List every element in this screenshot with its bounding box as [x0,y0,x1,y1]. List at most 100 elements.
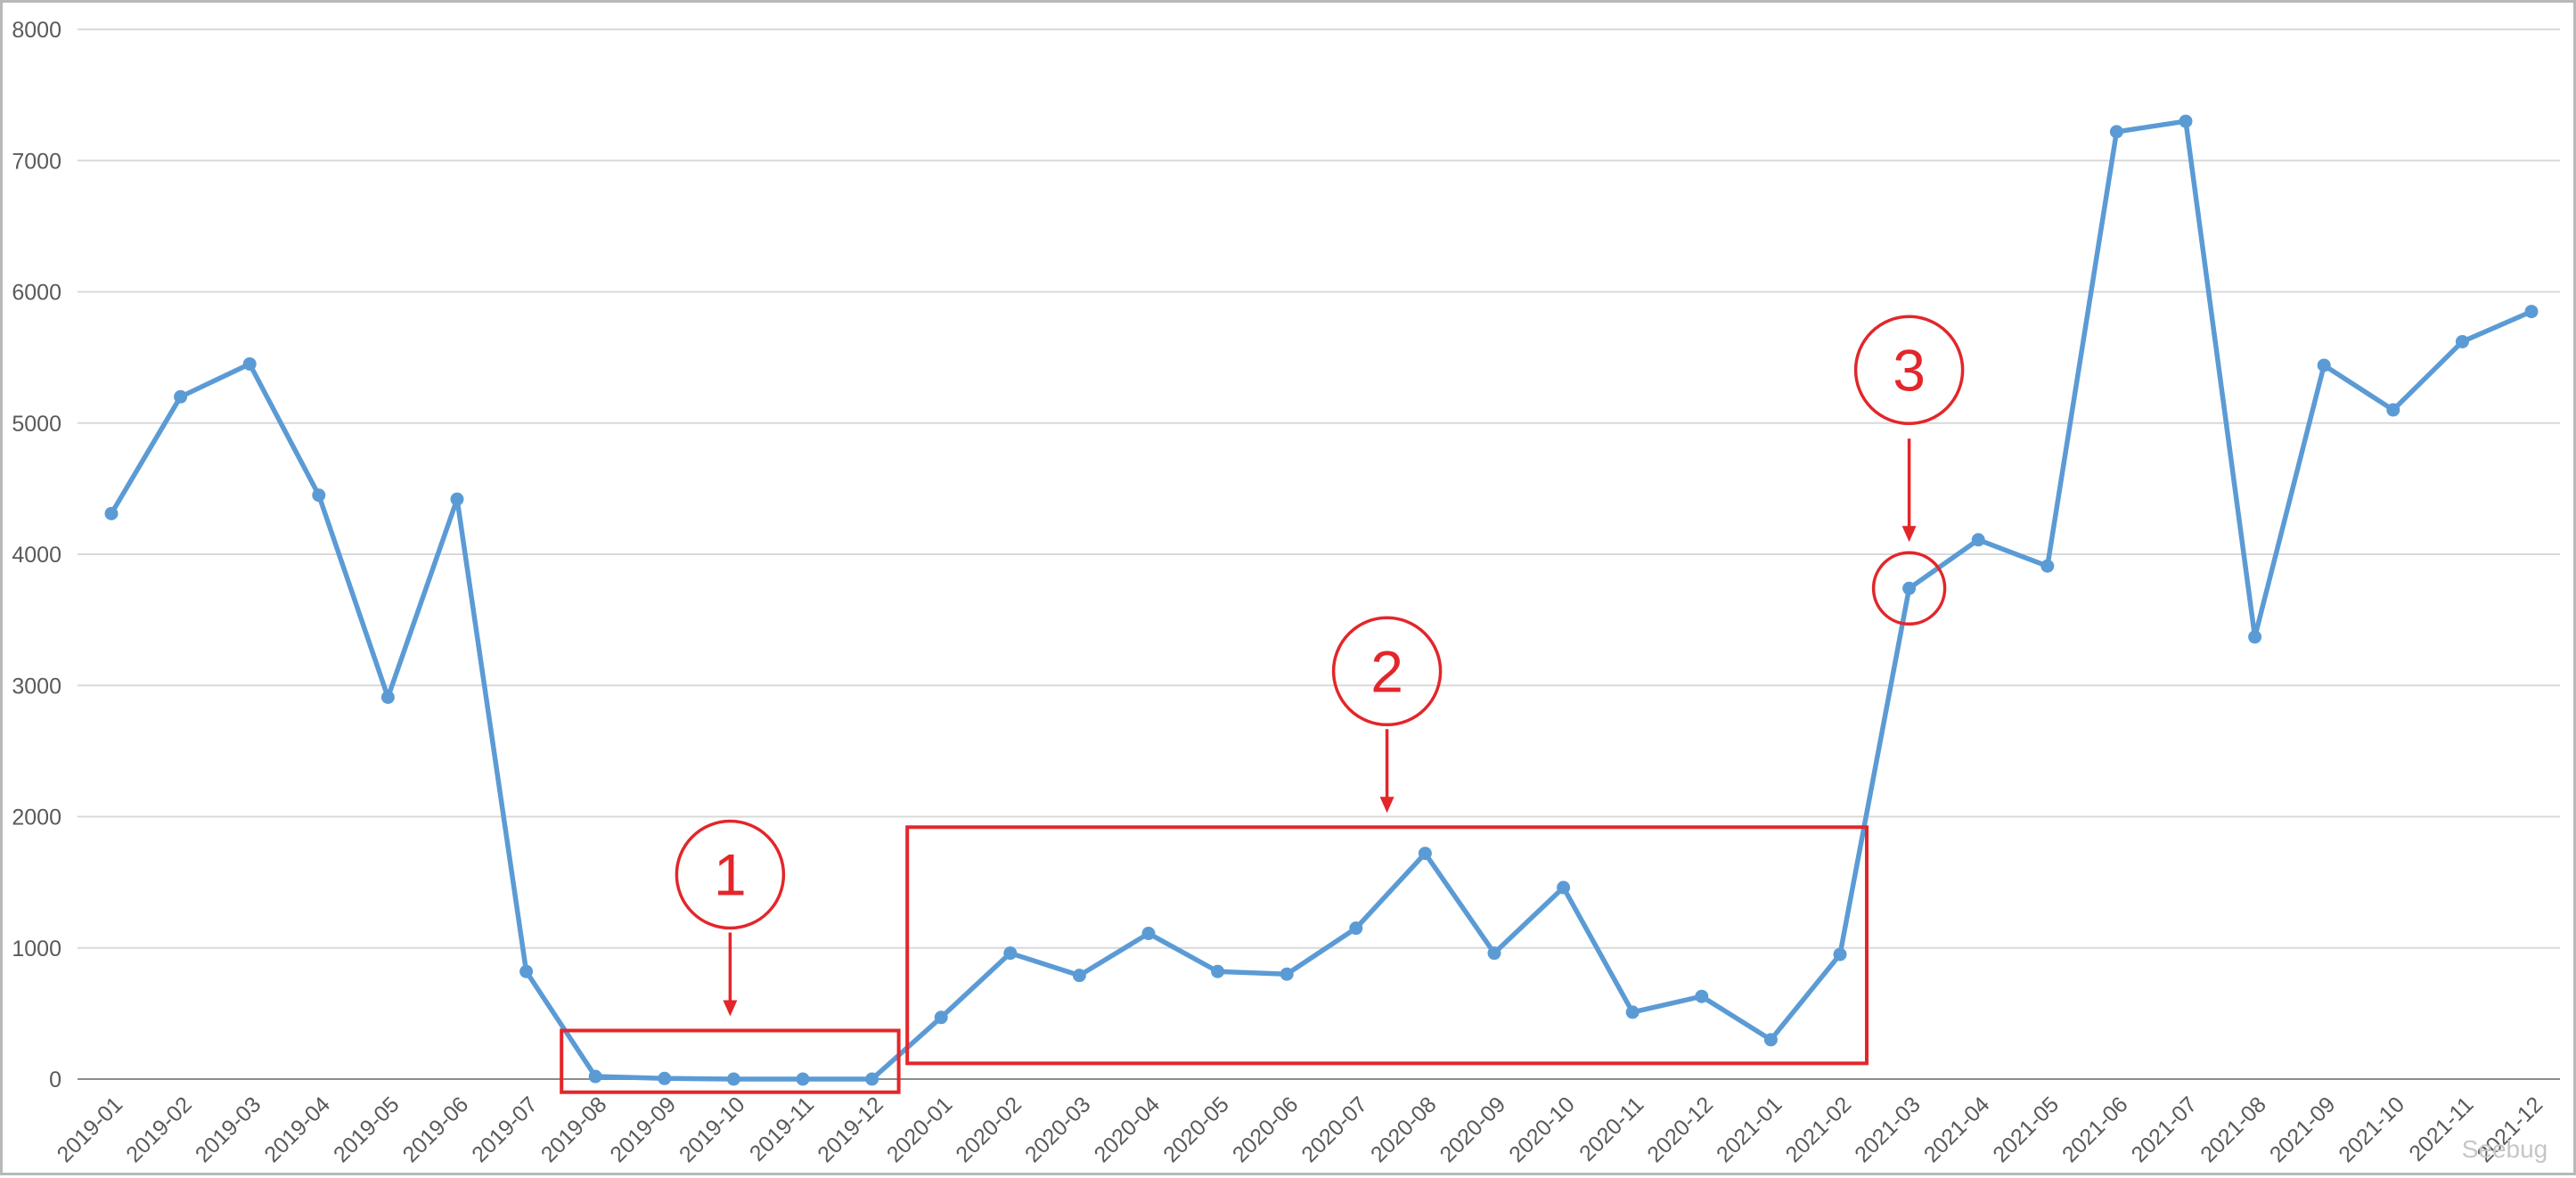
x-tick-label: 2020-05 [1158,1092,1234,1167]
data-point [2455,334,2469,348]
data-point [588,1069,602,1084]
data-point [1280,967,1294,981]
x-tick-label: 2019-03 [191,1092,266,1167]
annotation-1-number: 1 [714,842,747,908]
data-point [312,488,326,503]
data-point [242,356,257,371]
x-tick-label: 2019-07 [467,1092,543,1167]
data-point [1141,927,1156,941]
x-tick-label: 2019-01 [53,1092,128,1167]
x-tick-label: 2020-08 [1366,1092,1442,1167]
data-point [1487,946,1501,961]
x-tick-label: 2019-05 [329,1092,405,1167]
data-point [1349,921,1363,936]
x-tick-label: 2021-05 [1988,1092,2064,1167]
x-tick-label: 2020-09 [1435,1092,1511,1167]
x-tick-label: 2021-03 [1850,1092,1926,1167]
y-tick-label: 1000 [12,937,61,961]
x-tick-label: 2019-06 [398,1092,474,1167]
data-point [865,1072,879,1086]
annotation-3-circle [1853,315,1965,426]
y-tick-label: 7000 [12,149,61,174]
annotation-3-number: 3 [1893,337,1926,403]
data-point [726,1072,740,1086]
x-tick-label: 2020-01 [882,1092,958,1167]
x-tick-label: 2019-11 [745,1092,819,1166]
data-point [1902,581,1917,595]
x-tick-label: 2020-04 [1090,1092,1165,1167]
x-tick-label: 2019-10 [675,1092,750,1167]
x-tick-label: 2020-02 [951,1092,1026,1167]
y-axis-tick-labels: 0 1000 2000 3000 4000 5000 6000 7000 8000 [12,18,61,1092]
series-line [109,119,2534,1082]
y-tick-label: 4000 [12,543,61,568]
data-point [934,1010,948,1025]
annotation-layer: 1 2 3 [560,315,1965,1094]
data-point [519,964,534,978]
watermark-text: Seebug [2462,1135,2548,1163]
x-tick-label: 2021-04 [1919,1092,1995,1167]
data-point [1418,847,1432,861]
grid-layer [78,29,2560,1080]
x-tick-label: 2020-11 [1574,1092,1648,1166]
data-point [2524,305,2539,319]
data-point [1557,880,1571,895]
x-tick-label: 2021-02 [1781,1092,1857,1167]
x-axis-tick-labels: 2019-012019-022019-032019-042019-052019-… [53,1092,2548,1167]
x-tick-label: 2019-02 [121,1092,197,1167]
y-tick-label: 5000 [12,412,61,437]
data-point [174,389,188,404]
data-point [796,1072,810,1086]
x-tick-label: 2020-07 [1296,1092,1372,1167]
annotation-3-highlight [1871,551,1947,626]
annotation-1-circle [675,819,786,930]
data-point [2040,559,2055,573]
x-tick-label: 2019-08 [536,1092,612,1167]
data-point [2179,114,2193,128]
data-point [2386,403,2400,417]
x-tick-label: 2021-07 [2127,1092,2203,1167]
data-point [2317,358,2331,372]
y-tick-label: 6000 [12,281,61,306]
data-point [658,1071,672,1085]
annotation-3-arrow-head [1901,526,1917,543]
x-tick-label: 2021-01 [1712,1092,1787,1167]
data-point [104,506,119,520]
x-tick-label: 2020-06 [1228,1092,1304,1167]
annotation-2-circle [1331,616,1443,727]
x-tick-label: 2020-03 [1020,1092,1096,1167]
data-point [380,691,395,705]
data-point [2248,630,2262,644]
series-layer [104,114,2539,1086]
data-point [1763,1033,1778,1047]
data-point [1211,964,1225,978]
annotation-2-box [905,825,1869,1066]
line-chart: 0 1000 2000 3000 4000 5000 6000 7000 8000 2019-0… [12,18,2560,1167]
annotation-2-arrow-head [1379,797,1394,814]
y-tick-label: 3000 [12,674,61,699]
data-point [1003,946,1018,961]
data-point [1072,969,1086,983]
x-tick-label: 2021-10 [2334,1092,2409,1167]
data-point [2109,125,2123,139]
y-tick-label: 0 [49,1068,61,1092]
x-tick-label: 2021-09 [2265,1092,2341,1167]
data-point [1833,947,1847,961]
data-point [1695,989,1709,1003]
x-tick-label: 2019-09 [605,1092,681,1167]
x-tick-label: 2020-12 [1642,1092,1718,1167]
data-point [1625,1005,1640,1019]
y-tick-label: 2000 [12,806,61,830]
annotation-2-number: 2 [1370,638,1403,704]
x-tick-label: 2019-04 [259,1092,335,1167]
x-tick-label: 2019-12 [813,1092,888,1167]
data-point [450,492,464,506]
x-tick-label: 2021-08 [2196,1092,2271,1167]
annotation-1-arrow-head [723,1000,738,1017]
y-tick-label: 8000 [12,18,61,43]
x-tick-label: 2021-06 [2057,1092,2133,1167]
annotation-1-box [560,1028,901,1094]
x-tick-label: 2020-10 [1504,1092,1580,1167]
data-point [1971,533,1985,547]
